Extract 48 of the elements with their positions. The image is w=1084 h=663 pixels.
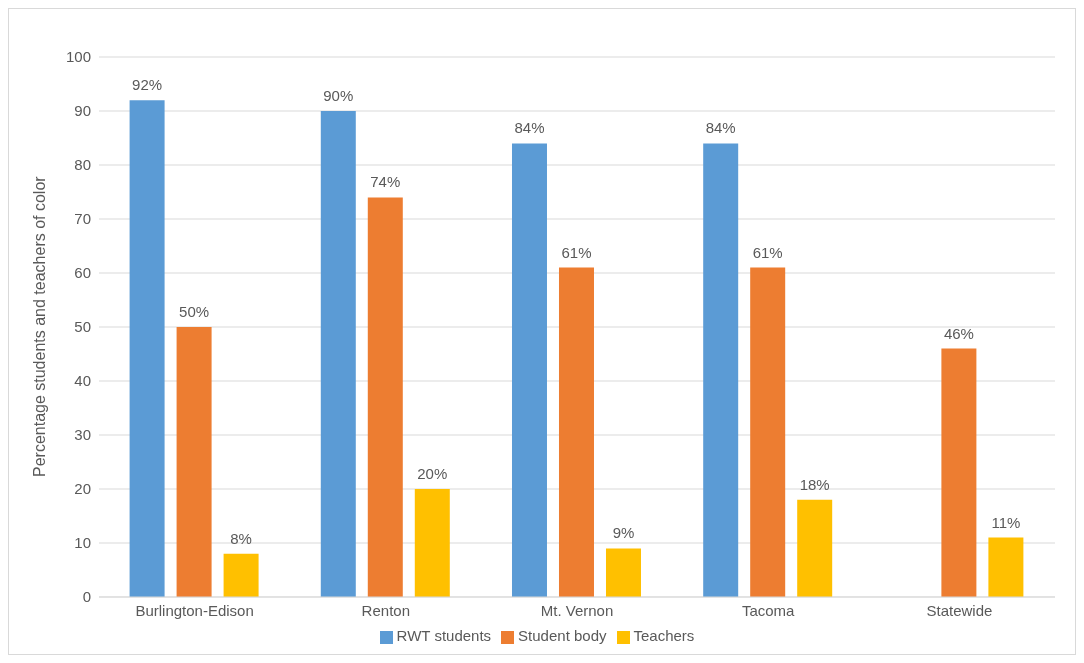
data-label: 50% — [179, 303, 210, 320]
data-label: 11% — [991, 513, 1021, 531]
data-label: 92% — [132, 76, 163, 94]
y-axis-title: Percentage students and teachers of color — [30, 175, 48, 477]
data-label: 46% — [943, 324, 974, 342]
bar — [367, 197, 403, 597]
data-label: 90% — [323, 87, 354, 104]
data-label: 84% — [705, 119, 736, 137]
y-tick-label: 30 — [74, 426, 91, 444]
bar — [988, 537, 1024, 597]
bar — [511, 143, 547, 597]
data-label: 61% — [752, 243, 783, 261]
bar — [941, 348, 977, 597]
data-label: 84% — [514, 119, 545, 137]
legend-label: Student body — [518, 627, 607, 644]
y-tick-label: 60 — [74, 264, 91, 282]
legend-label: RWT students — [396, 627, 492, 644]
data-label: 20% — [417, 465, 448, 482]
y-tick-label: 50 — [74, 318, 91, 336]
y-tick-label: 80 — [74, 156, 91, 174]
data-label: 9% — [612, 524, 635, 542]
bar — [320, 111, 356, 597]
legend-label: Teachers — [633, 627, 695, 644]
x-tick-label: Burlington-Edison — [135, 601, 254, 619]
data-label: 18% — [799, 475, 830, 493]
y-tick-label: 0 — [82, 588, 91, 606]
y-tick-label: 70 — [74, 210, 91, 228]
y-tick-label: 20 — [74, 480, 91, 498]
y-tick-label: 100 — [65, 48, 91, 66]
bar — [129, 100, 165, 597]
bar — [703, 143, 739, 597]
bar — [558, 267, 594, 597]
y-tick-label: 10 — [74, 534, 91, 552]
x-tick-label: Renton — [361, 601, 410, 619]
bar — [750, 267, 786, 597]
data-label: 74% — [370, 173, 401, 191]
x-tick-label: Mt. Vernon — [540, 601, 614, 619]
x-tick-label: Statewide — [926, 601, 993, 619]
bar — [414, 489, 450, 597]
bar — [797, 499, 833, 597]
bar — [605, 548, 641, 597]
y-tick-label: 40 — [74, 372, 91, 390]
data-label: 61% — [561, 243, 592, 261]
y-tick-label: 90 — [74, 102, 91, 120]
x-tick-label: Tacoma — [741, 601, 796, 619]
bar — [223, 553, 259, 597]
bar — [176, 327, 212, 597]
data-label: 8% — [230, 529, 252, 547]
